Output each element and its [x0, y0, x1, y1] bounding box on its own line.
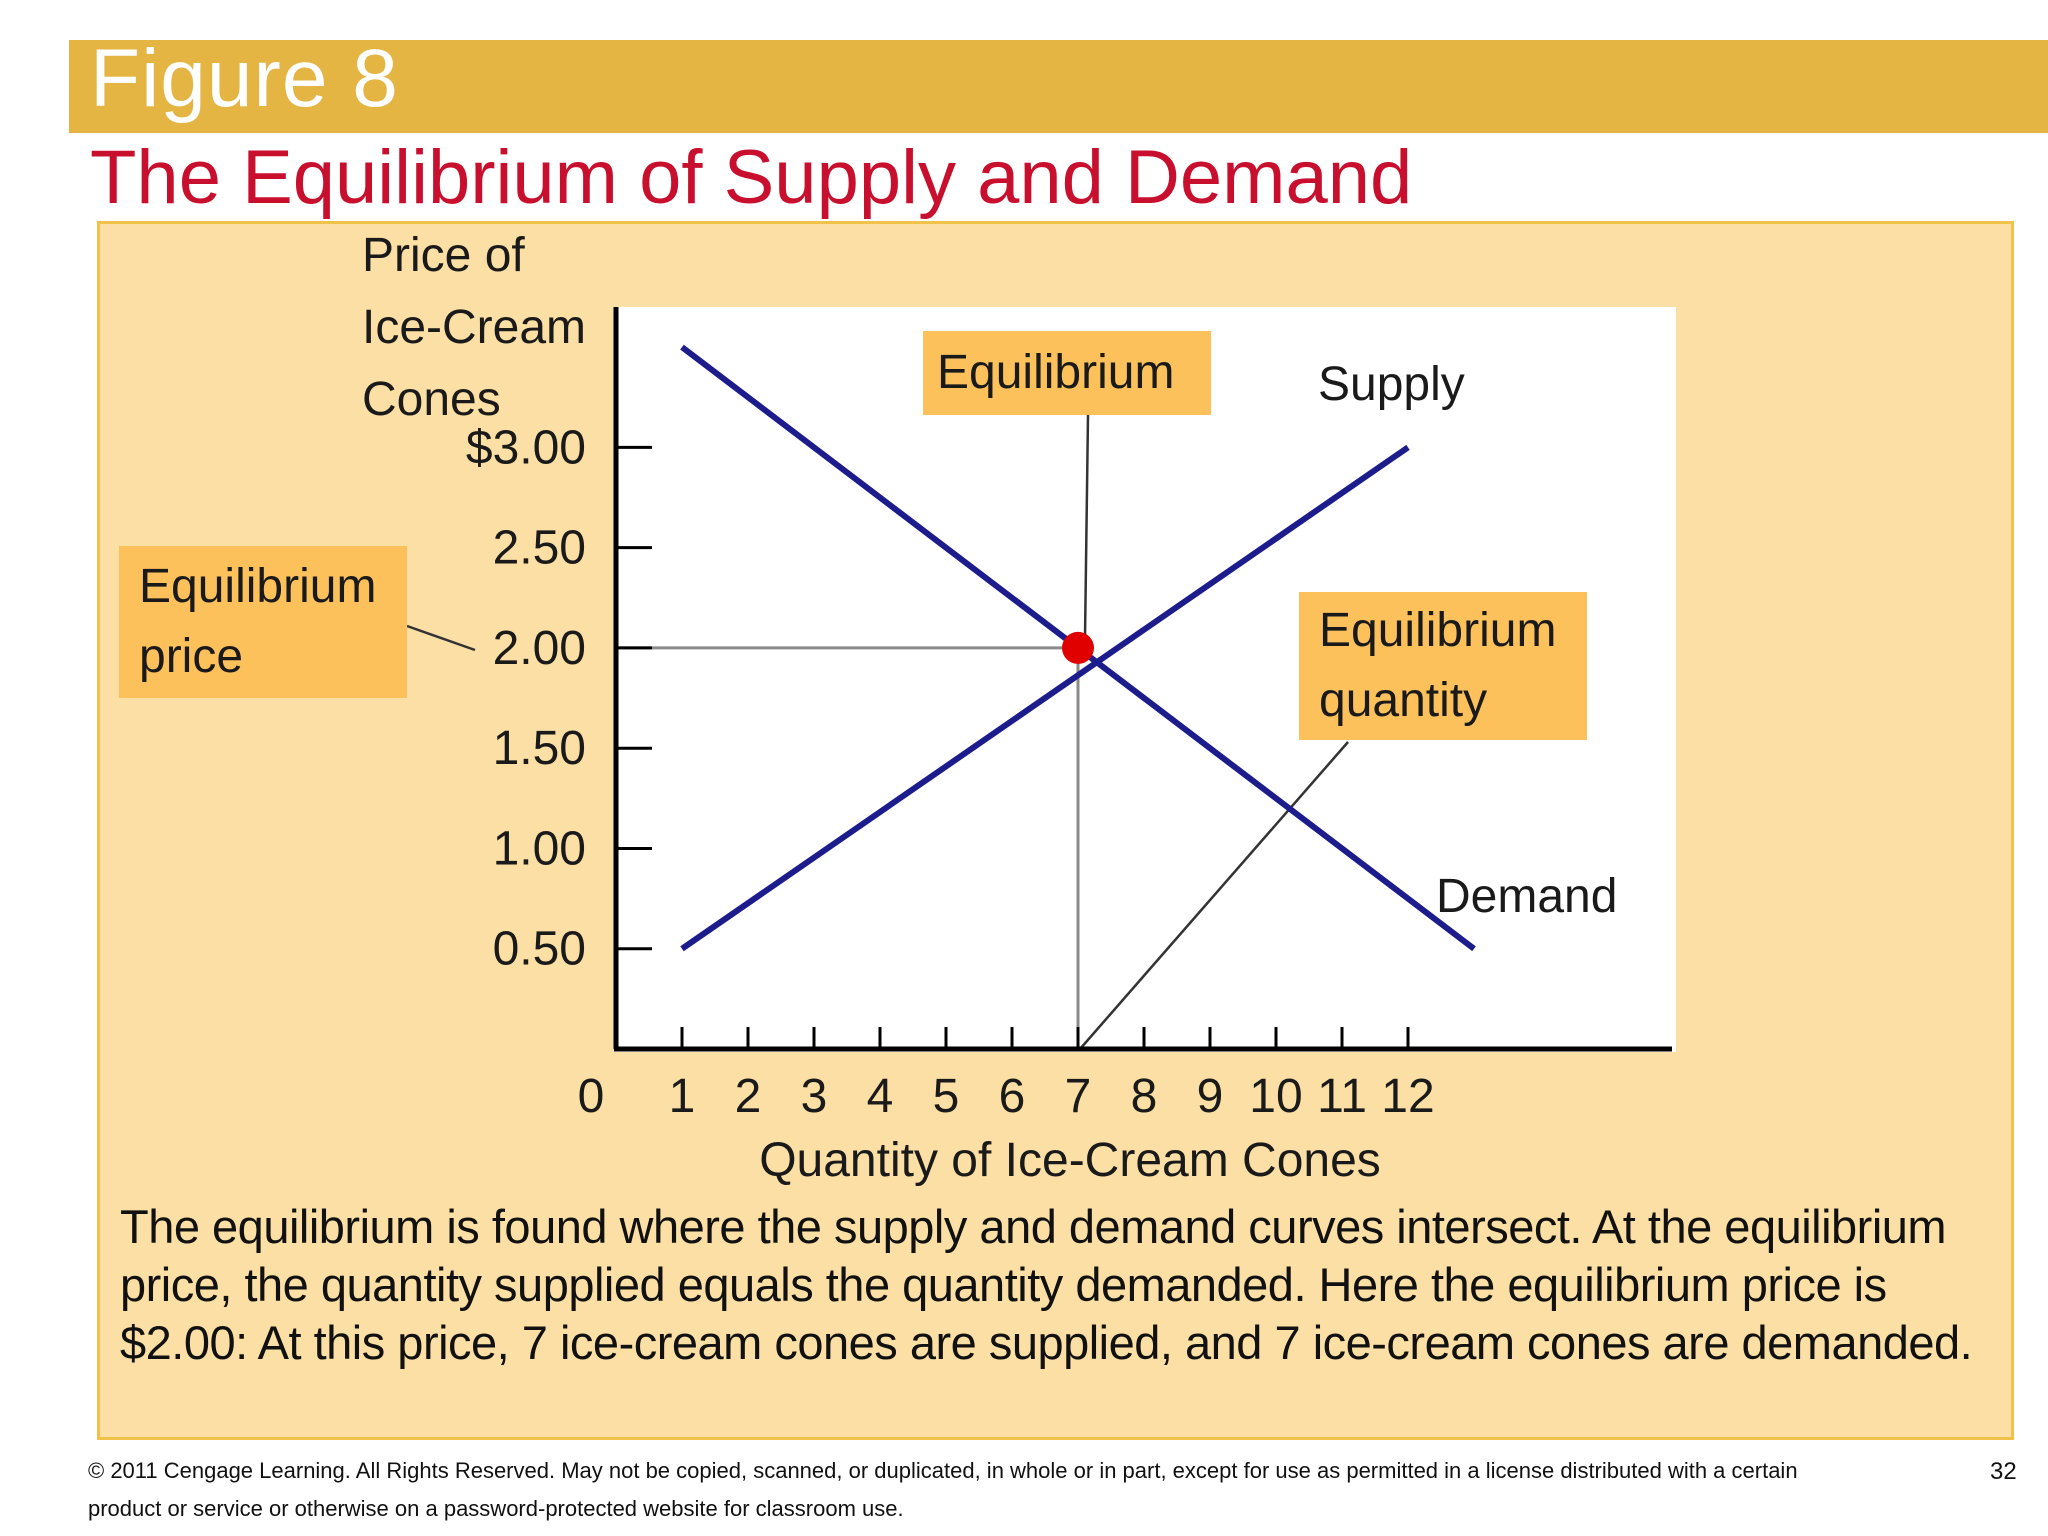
x-axis-title: Quantity of Ice-Cream Cones [759, 1134, 1381, 1187]
figure-caption: The equilibrium is found where the suppl… [120, 1200, 1973, 1369]
page-number: 32 [1990, 1458, 2017, 1485]
y-tick-label: 1.50 [493, 722, 586, 775]
x-tick-label: 10 [1249, 1070, 1302, 1123]
equilibrium-quantity-callout: Equilibrium quantity [1299, 592, 1587, 740]
x-tick-label: 2 [735, 1070, 762, 1123]
equilibrium-quantity-line: quantity [1319, 674, 1488, 727]
x-tick-label: 5 [933, 1070, 960, 1123]
y-axis-label-line: Ice-Cream [362, 301, 587, 354]
y-axis-label: Price of Ice-Cream Cones [362, 220, 586, 436]
figure-title: The Equilibrium of Supply and Demand [90, 135, 1413, 220]
copyright-footer: © 2011 Cengage Learning. All Rights Rese… [88, 1458, 1798, 1521]
title-banner [69, 40, 2048, 133]
y-tick-label: $3.00 [466, 421, 586, 474]
equilibrium-quantity-line: Equilibrium [1319, 604, 1557, 657]
x-tick-label: 4 [867, 1070, 894, 1123]
y-tick-label: 1.00 [493, 822, 586, 875]
figure-label: Figure 8 [90, 33, 399, 124]
x-tick-label: 8 [1131, 1070, 1158, 1123]
y-tick-label: 2.00 [493, 622, 586, 675]
demand-label: Demand [1436, 870, 1617, 923]
x-tick-label: 3 [801, 1070, 828, 1123]
y-tick-label: 2.50 [493, 522, 586, 575]
equilibrium-quantity-connector [1079, 741, 1349, 1050]
equilibrium-connector [1083, 414, 1090, 638]
x-tick-label: 9 [1197, 1070, 1224, 1123]
y-axis-label-line: Cones [362, 373, 501, 426]
x-tick-label: 11 [1317, 1070, 1367, 1123]
equilibrium-price-line: Equilibrium [139, 560, 377, 613]
equilibrium-price-line: price [139, 630, 244, 683]
equilibrium-callout-text: Equilibrium [937, 346, 1175, 399]
supply-curve [680, 444, 1410, 952]
equilibrium-callout: Equilibrium [923, 331, 1211, 415]
x-tick-label: 0 [578, 1070, 605, 1123]
x-tick-label: 12 [1381, 1070, 1434, 1123]
x-tick-label: 7 [1065, 1070, 1092, 1123]
equilibrium-price-connector [406, 624, 476, 652]
y-tick-label: 0.50 [493, 923, 586, 976]
equilibrium-price-callout: Equilibrium price [119, 546, 407, 698]
x-tick-label: 6 [999, 1070, 1026, 1123]
supply-label: Supply [1318, 358, 1465, 411]
equilibrium-point [1062, 631, 1094, 664]
y-axis-label-line: Price of [362, 229, 525, 282]
x-tick-label: 1 [669, 1070, 696, 1123]
